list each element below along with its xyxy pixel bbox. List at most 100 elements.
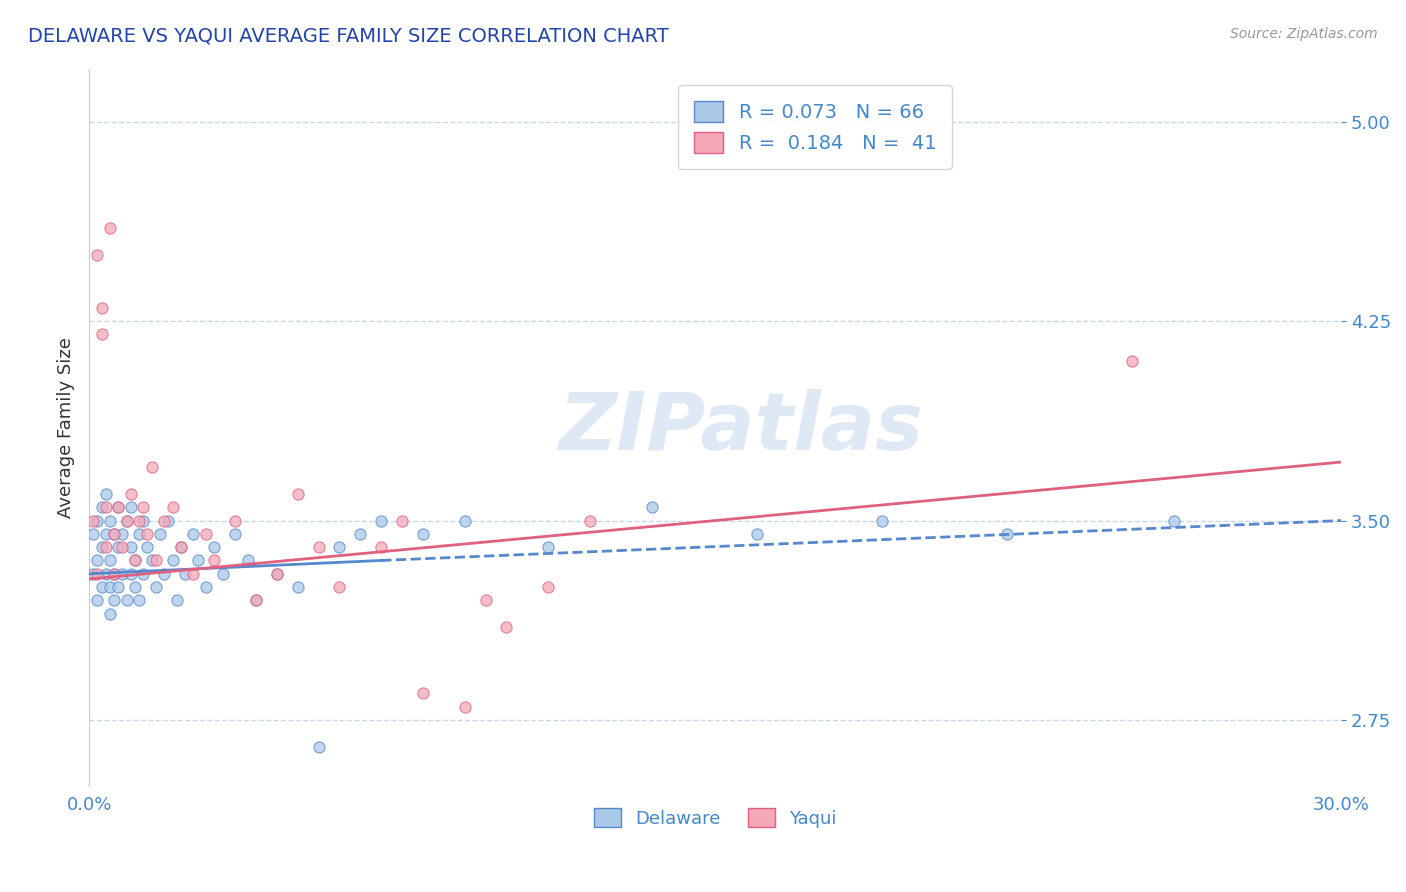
Point bbox=[266, 566, 288, 581]
Text: ZIPatlas: ZIPatlas bbox=[558, 389, 922, 467]
Point bbox=[349, 527, 371, 541]
Point bbox=[98, 221, 121, 235]
Point bbox=[245, 593, 267, 607]
Point bbox=[98, 553, 121, 567]
Point bbox=[94, 500, 117, 515]
Point bbox=[187, 553, 209, 567]
Point bbox=[370, 540, 392, 554]
Point bbox=[82, 514, 104, 528]
Point bbox=[308, 540, 330, 554]
Point bbox=[86, 566, 108, 581]
Point bbox=[111, 540, 134, 554]
Point bbox=[120, 540, 142, 554]
Point bbox=[162, 553, 184, 567]
Point bbox=[120, 566, 142, 581]
Point bbox=[136, 540, 159, 554]
Point bbox=[94, 527, 117, 541]
Point bbox=[86, 553, 108, 567]
Point bbox=[103, 566, 125, 581]
Point bbox=[136, 527, 159, 541]
Point bbox=[94, 487, 117, 501]
Point bbox=[1121, 354, 1143, 368]
Point bbox=[194, 527, 217, 541]
Text: DELAWARE VS YAQUI AVERAGE FAMILY SIZE CORRELATION CHART: DELAWARE VS YAQUI AVERAGE FAMILY SIZE CO… bbox=[28, 27, 669, 45]
Point bbox=[153, 514, 176, 528]
Text: Source: ZipAtlas.com: Source: ZipAtlas.com bbox=[1230, 27, 1378, 41]
Point bbox=[141, 460, 163, 475]
Point bbox=[174, 566, 197, 581]
Point bbox=[90, 500, 112, 515]
Point bbox=[82, 566, 104, 581]
Point bbox=[128, 527, 150, 541]
Point bbox=[641, 500, 664, 515]
Point bbox=[202, 540, 225, 554]
Point bbox=[537, 580, 560, 594]
Point bbox=[162, 500, 184, 515]
Point bbox=[107, 580, 129, 594]
Point bbox=[149, 527, 172, 541]
Point bbox=[328, 580, 350, 594]
Point bbox=[103, 527, 125, 541]
Point bbox=[90, 327, 112, 342]
Point bbox=[90, 580, 112, 594]
Point bbox=[86, 514, 108, 528]
Point bbox=[745, 527, 768, 541]
Point bbox=[98, 514, 121, 528]
Point bbox=[453, 514, 475, 528]
Point bbox=[141, 553, 163, 567]
Point bbox=[132, 500, 155, 515]
Point bbox=[124, 580, 146, 594]
Point bbox=[211, 566, 233, 581]
Point bbox=[495, 620, 517, 634]
Point bbox=[103, 566, 125, 581]
Point bbox=[183, 566, 205, 581]
Point bbox=[370, 514, 392, 528]
Point bbox=[94, 566, 117, 581]
Point bbox=[412, 527, 434, 541]
Point bbox=[287, 487, 309, 501]
Point bbox=[870, 514, 893, 528]
Point bbox=[107, 500, 129, 515]
Point bbox=[120, 500, 142, 515]
Point bbox=[111, 566, 134, 581]
Point bbox=[124, 553, 146, 567]
Y-axis label: Average Family Size: Average Family Size bbox=[58, 337, 75, 518]
Point bbox=[391, 514, 413, 528]
Point bbox=[132, 566, 155, 581]
Point bbox=[183, 527, 205, 541]
Point bbox=[128, 593, 150, 607]
Point bbox=[995, 527, 1018, 541]
Point bbox=[107, 500, 129, 515]
Point bbox=[287, 580, 309, 594]
Point bbox=[474, 593, 496, 607]
Point bbox=[412, 686, 434, 700]
Point bbox=[157, 514, 180, 528]
Point bbox=[94, 540, 117, 554]
Point bbox=[82, 527, 104, 541]
Point bbox=[1163, 514, 1185, 528]
Point bbox=[266, 566, 288, 581]
Point bbox=[308, 739, 330, 754]
Point bbox=[170, 540, 193, 554]
Point bbox=[115, 593, 138, 607]
Point bbox=[86, 247, 108, 261]
Point bbox=[90, 540, 112, 554]
Point bbox=[111, 527, 134, 541]
Point bbox=[194, 580, 217, 594]
Point bbox=[153, 566, 176, 581]
Legend: Delaware, Yaqui: Delaware, Yaqui bbox=[586, 800, 844, 835]
Point bbox=[236, 553, 259, 567]
Point bbox=[224, 527, 246, 541]
Point bbox=[537, 540, 560, 554]
Point bbox=[170, 540, 193, 554]
Point bbox=[224, 514, 246, 528]
Point bbox=[98, 580, 121, 594]
Point bbox=[166, 593, 188, 607]
Point bbox=[98, 607, 121, 621]
Point bbox=[103, 527, 125, 541]
Point bbox=[128, 514, 150, 528]
Point bbox=[579, 514, 602, 528]
Point bbox=[115, 514, 138, 528]
Point bbox=[86, 593, 108, 607]
Point bbox=[145, 580, 167, 594]
